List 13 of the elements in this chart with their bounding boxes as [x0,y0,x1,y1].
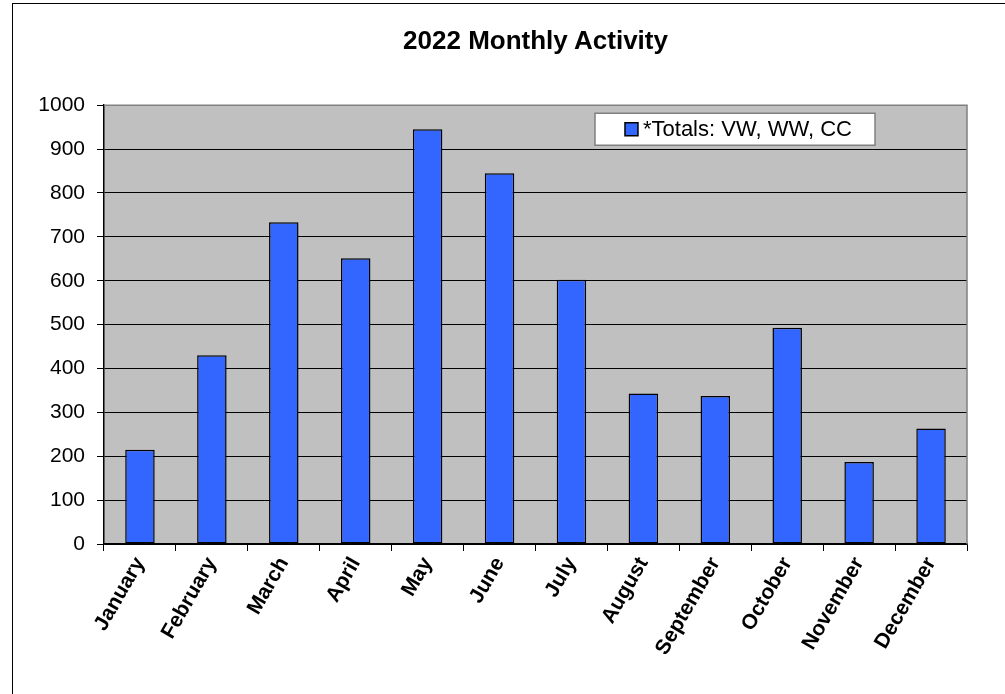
y-tick-label: 1000 [38,92,85,115]
y-tick-label: 600 [49,267,85,291]
y-tick-label: 500 [49,311,85,335]
y-tick-label: 400 [49,355,85,379]
y-tick-label: 0 [73,530,85,554]
legend-label: *Totals: VW, WW, CC [642,116,853,142]
y-tick-label: 300 [49,399,85,423]
y-tick-label: 900 [49,135,85,159]
chart-title: 2022 Monthly Activity [403,24,669,55]
y-tick-label: 100 [49,486,85,510]
y-tick-label: 700 [49,223,85,247]
y-tick-label: 800 [49,179,85,203]
y-tick-label: 200 [49,443,85,467]
